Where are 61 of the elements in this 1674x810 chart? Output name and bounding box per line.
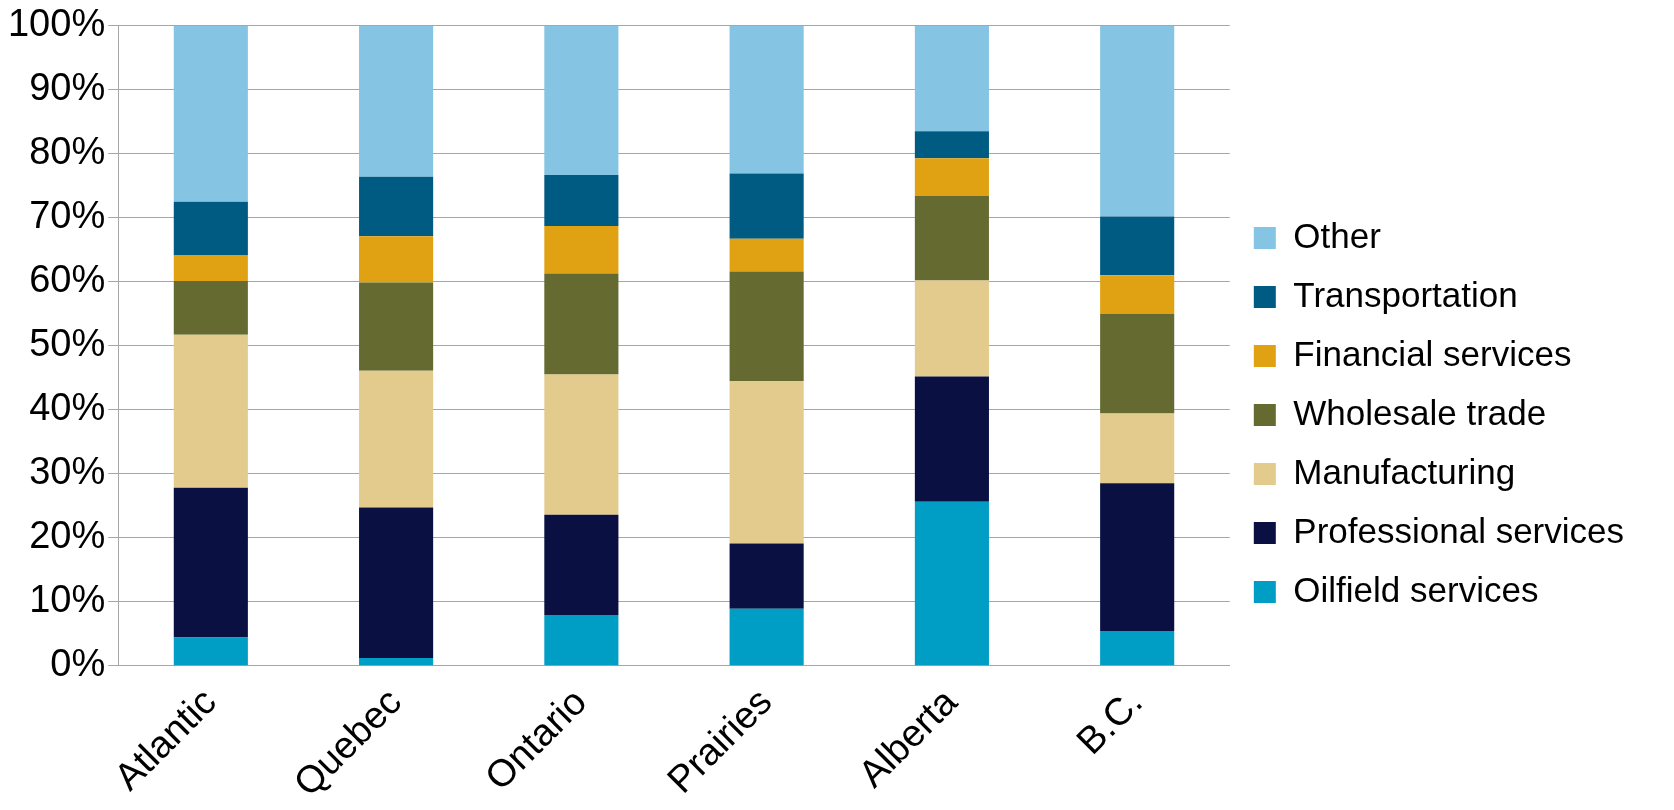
legend-label: Transportation: [1293, 274, 1518, 314]
bar: [729, 173, 804, 239]
bar: [914, 131, 989, 159]
legend-label: Wholesale trade: [1293, 392, 1547, 432]
bar: [173, 334, 248, 488]
bar: [729, 608, 804, 666]
bar: [1100, 25, 1175, 217]
bar: [173, 487, 248, 638]
y-tick-label: 100%: [7, 2, 106, 45]
bar: [914, 25, 989, 132]
bar: [729, 271, 804, 381]
y-tick-label: 10%: [29, 578, 106, 621]
y-tick-label: 20%: [29, 514, 106, 557]
bar: [359, 370, 434, 508]
bar: [359, 282, 434, 371]
bar: [1100, 313, 1175, 414]
y-tick-label: 0%: [50, 642, 106, 685]
y-tick-label: 90%: [29, 66, 106, 109]
bar: [729, 238, 804, 272]
y-tick-label: 80%: [29, 130, 106, 173]
bar: [173, 637, 248, 666]
bar: [173, 281, 248, 335]
bar: [359, 25, 434, 177]
y-tick-label: 70%: [29, 194, 106, 237]
bar: [1100, 483, 1175, 632]
bar: [544, 615, 619, 666]
bar: [914, 501, 989, 666]
y-tick-label: 40%: [29, 386, 106, 429]
y-tick-label: 50%: [29, 322, 106, 365]
bar: [914, 280, 989, 377]
bar: [1100, 275, 1175, 314]
bar: [729, 380, 804, 544]
bar: [173, 255, 248, 282]
bar: [359, 657, 434, 666]
legend-label: Professional services: [1293, 510, 1625, 550]
bar: [359, 176, 434, 237]
legend-label: Oilfield services: [1293, 569, 1539, 609]
y-tick-label: 30%: [29, 450, 106, 493]
bar: [914, 196, 989, 281]
x-tick-label: B.C.: [1068, 680, 1151, 763]
legend-label: Other: [1293, 215, 1382, 255]
y-tick-label: 60%: [29, 258, 106, 301]
bar: [544, 174, 619, 227]
bar: [544, 374, 619, 515]
bar: [359, 236, 434, 283]
bar: [914, 376, 989, 502]
bar: [914, 158, 989, 196]
bar: [1100, 631, 1175, 666]
bar: [544, 514, 619, 616]
bar: [1100, 216, 1175, 276]
bar: [544, 25, 619, 175]
bar: [173, 25, 248, 202]
legend-label: Manufacturing: [1293, 451, 1516, 491]
bar: [1100, 413, 1175, 484]
bar: [544, 226, 619, 274]
bar: [729, 25, 804, 174]
legend-label: Financial services: [1293, 333, 1572, 373]
bar: [544, 273, 619, 375]
bar: [173, 201, 248, 256]
bar: [729, 543, 804, 609]
bar: [359, 507, 434, 658]
